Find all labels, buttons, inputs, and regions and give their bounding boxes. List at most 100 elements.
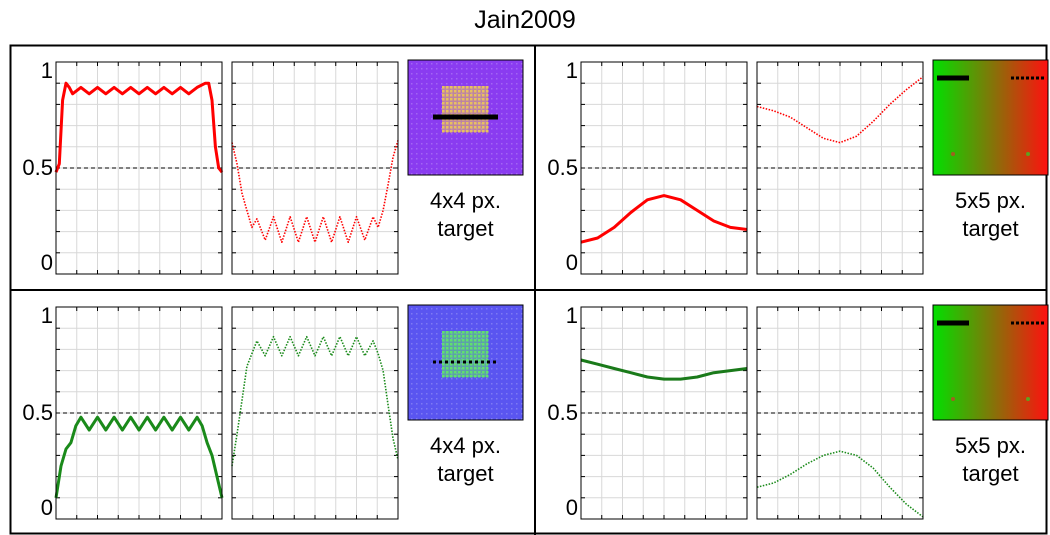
target-texture-dot [411, 363, 413, 365]
target-texture-dot [511, 328, 513, 330]
target-caption: 4x4 px. target [408, 187, 523, 243]
target-texture-dot [486, 83, 488, 85]
target-texture-dot [421, 358, 423, 360]
target-texture-dot [421, 383, 423, 385]
target-texture-dot [486, 408, 488, 410]
target-pattern-dot [446, 126, 449, 129]
target-texture-dot [486, 173, 488, 175]
target-texture-dot [516, 128, 518, 130]
target-texture-dot [511, 313, 513, 315]
panel-plot-area [54, 304, 524, 520]
target-texture-dot [411, 88, 413, 90]
target-texture-dot [471, 328, 473, 330]
target-texture-dot [451, 173, 453, 175]
target-pattern-dot [470, 355, 473, 358]
target-pattern-dot [454, 331, 457, 334]
target-texture-dot [411, 143, 413, 145]
target-texture-dot [426, 348, 428, 350]
target-texture-dot [506, 163, 508, 165]
target-texture-dot [511, 138, 513, 140]
axes-border [580, 61, 748, 275]
target-texture-dot [431, 98, 433, 100]
axes-border [231, 306, 399, 520]
target-texture-dot [456, 63, 458, 65]
target-texture-dot [416, 173, 418, 175]
target-pattern-dot [478, 351, 481, 354]
target-texture-dot [471, 143, 473, 145]
target-pattern-dot [442, 331, 445, 334]
target-texture-dot [491, 123, 493, 125]
target-texture-dot [481, 328, 483, 330]
target-texture-dot [461, 393, 463, 395]
target-texture-dot [411, 138, 413, 140]
target-texture-dot [476, 73, 478, 75]
target-texture-dot [476, 143, 478, 145]
target-texture-dot [506, 88, 508, 90]
target-texture-dot [471, 393, 473, 395]
target-pattern-dot [454, 335, 457, 338]
target-pattern-dot [442, 98, 445, 101]
target-texture-dot [496, 108, 498, 110]
target-texture-dot [496, 318, 498, 320]
target-texture-dot [496, 123, 498, 125]
target-texture-dot [481, 153, 483, 155]
target-texture-dot [446, 408, 448, 410]
target-texture-dot [451, 63, 453, 65]
target-texture-dot [521, 313, 523, 315]
target-texture-dot [411, 68, 413, 70]
axes-border [55, 306, 223, 520]
target-pattern-dot [446, 343, 449, 346]
target-texture-dot [421, 323, 423, 325]
target-texture-dot [436, 78, 438, 80]
target-pattern-dot [482, 110, 485, 113]
target-texture-dot [421, 78, 423, 80]
target-texture-dot [431, 408, 433, 410]
target-texture-dot [521, 88, 523, 90]
target-pattern-dot [458, 351, 461, 354]
target-texture-dot [461, 318, 463, 320]
target-pattern-dot [466, 335, 469, 338]
target-texture-dot [441, 108, 443, 110]
target-texture-dot [496, 343, 498, 345]
target-texture-dot [506, 318, 508, 320]
axes-border [756, 306, 924, 520]
target-texture-dot [416, 373, 418, 375]
target-texture-dot [496, 393, 498, 395]
target-texture-dot [511, 408, 513, 410]
target-texture-dot [466, 83, 468, 85]
target-texture-dot [491, 173, 493, 175]
target-caption: 5x5 px. target [933, 432, 1048, 488]
target-texture-dot [471, 173, 473, 175]
target-texture-dot [516, 403, 518, 405]
target-texture-dot [456, 173, 458, 175]
target-texture-dot [451, 158, 453, 160]
target-texture-dot [411, 78, 413, 80]
target-texture-dot [416, 313, 418, 315]
target-texture-dot [481, 323, 483, 325]
axes-solid [580, 61, 748, 275]
target-texture-dot [521, 363, 523, 365]
target-texture-dot [511, 93, 513, 95]
target-texture-dot [411, 318, 413, 320]
target-texture-dot [411, 383, 413, 385]
target-pattern-dot [442, 86, 445, 89]
target-texture-dot [431, 368, 433, 370]
target-texture-dot [506, 313, 508, 315]
target-texture-dot [501, 113, 503, 115]
target-texture-dot [521, 173, 523, 175]
target-texture-dot [431, 403, 433, 405]
target-texture-dot [436, 353, 438, 355]
target-texture-dot [416, 108, 418, 110]
target-texture-dot [416, 413, 418, 415]
target-pattern-dot [470, 351, 473, 354]
target-caption: 4x4 px. target [408, 432, 523, 488]
target-texture-dot [466, 63, 468, 65]
target-texture-dot [431, 323, 433, 325]
target-texture-dot [426, 173, 428, 175]
target-pattern-dot [458, 94, 461, 97]
target-pattern-dot [466, 110, 469, 113]
target-texture-dot [456, 413, 458, 415]
target-pattern-dot [450, 90, 453, 93]
target-texture-dot [511, 398, 513, 400]
target-texture-dot [486, 153, 488, 155]
